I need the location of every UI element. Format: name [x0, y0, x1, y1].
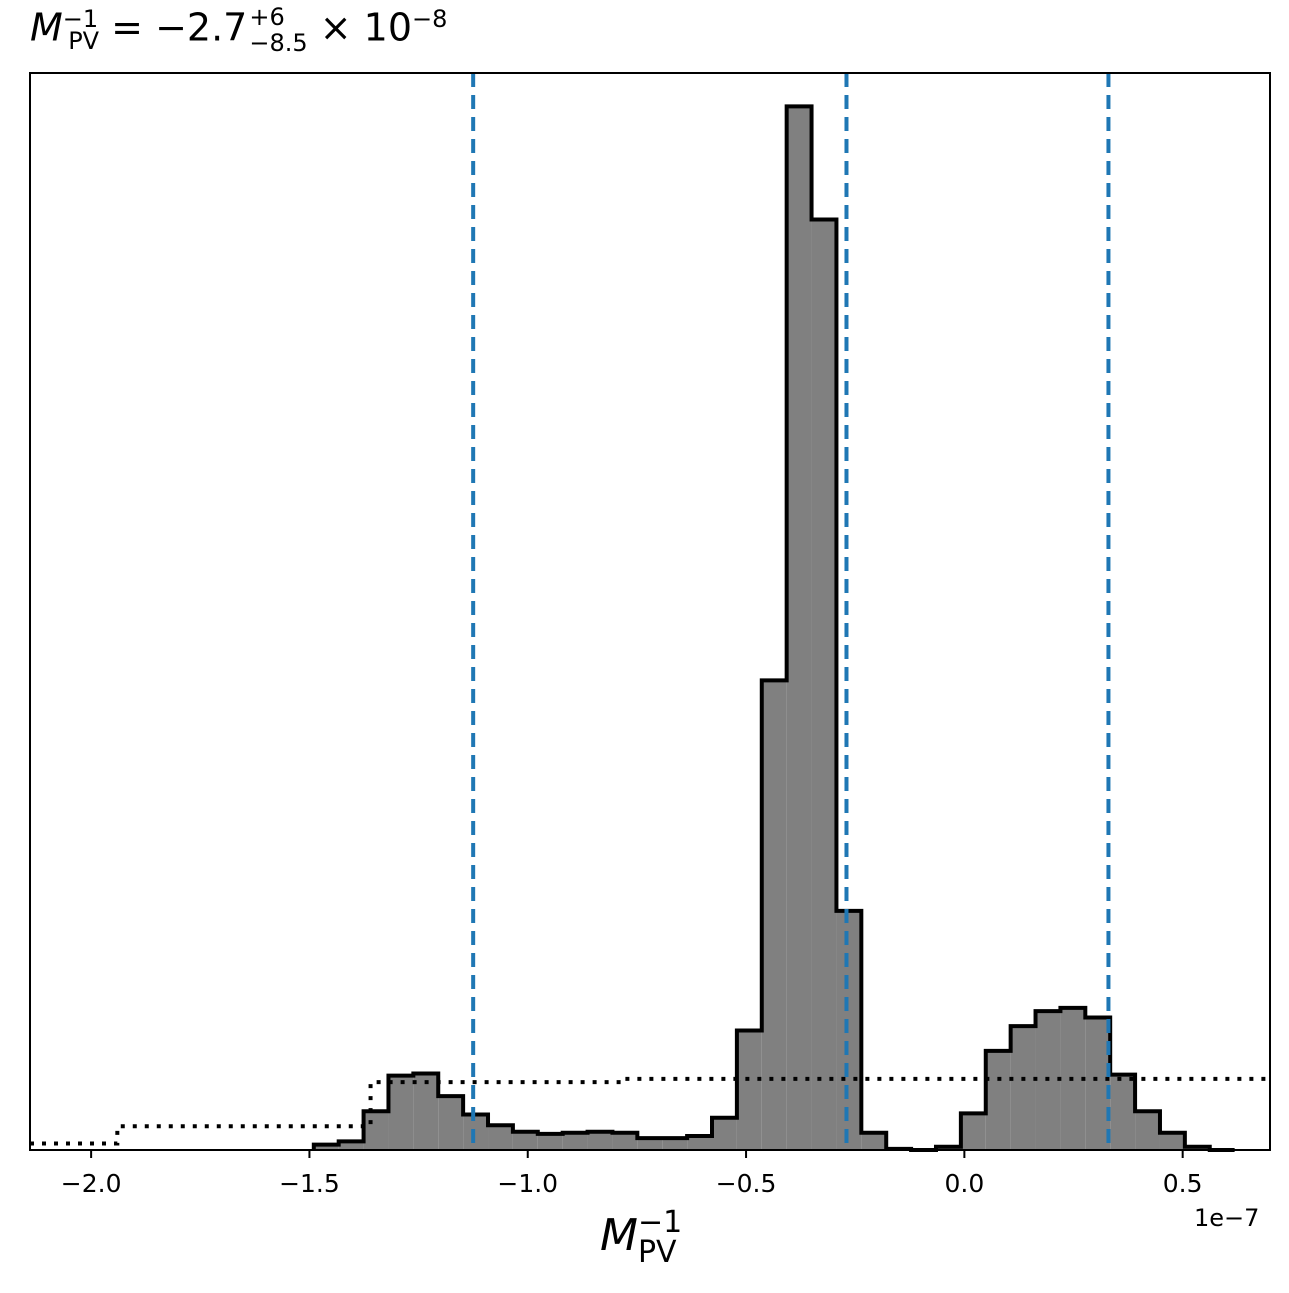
histogram-bar [712, 1117, 737, 1150]
histogram-bar [1135, 1111, 1160, 1150]
x-axis-ticks: −2.0 −1.5 −1.0 −0.5 0.0 0.5 [61, 1150, 1203, 1198]
histogram-bar [313, 1144, 339, 1150]
histogram-bar [861, 1132, 887, 1150]
plot-area [30, 73, 1270, 1152]
histogram-bar [413, 1073, 439, 1150]
histogram-bar [811, 219, 837, 1151]
histogram-bar [736, 1030, 762, 1150]
x-tick-label: −1.5 [279, 1169, 340, 1198]
axes-frame [29, 72, 1271, 1151]
title-symbol-sub: PV [68, 27, 100, 56]
title-symbol: M [30, 5, 63, 50]
xlabel-symbol: M [600, 1210, 638, 1261]
histogram-bar [488, 1125, 513, 1150]
histogram-bar [1110, 1074, 1136, 1150]
histogram-bar [836, 910, 862, 1150]
histogram-bar [1085, 1017, 1111, 1150]
x-axis-label: M −1 PV [600, 1208, 682, 1268]
title-value: = −2.7 [99, 5, 248, 50]
histogram-bar [1010, 1026, 1036, 1150]
title-errors: +6 −8.5 [249, 4, 307, 56]
xlabel-scripts: −1 PV [638, 1208, 682, 1268]
histogram-bar [438, 1096, 464, 1150]
title-exponent: −8 [412, 4, 448, 33]
histogram-bar [388, 1075, 414, 1150]
histogram-bar [761, 680, 787, 1150]
histogram-bar [662, 1138, 688, 1150]
histogram-bar [687, 1135, 712, 1150]
histogram-bar [562, 1132, 588, 1150]
histogram-bar [786, 106, 812, 1151]
xlabel-sub: PV [637, 1235, 677, 1270]
x-tick-label: 0.0 [944, 1169, 984, 1198]
histogram-bar [587, 1131, 613, 1150]
title-err-plus: +6 [249, 3, 285, 31]
histogram-bar [985, 1050, 1011, 1150]
histogram-bar [463, 1114, 489, 1150]
histogram-bar [637, 1138, 663, 1150]
histogram-bar [1159, 1132, 1185, 1150]
histogram-bar [960, 1113, 986, 1150]
title-times: × 10 [307, 5, 412, 50]
histogram-bar [537, 1133, 563, 1150]
x-tick-label: 0.5 [1163, 1169, 1203, 1198]
histogram-outline [311, 104, 1235, 1152]
x-tick-label: −1.0 [497, 1169, 558, 1198]
title-err-minus: −8.5 [249, 29, 308, 57]
xlabel-sup: −1 [637, 1205, 683, 1240]
x-tick-label: −2.0 [61, 1169, 122, 1198]
histogram-bar [338, 1141, 364, 1150]
histogram-bar [512, 1131, 538, 1150]
x-tick-label: −0.5 [716, 1169, 777, 1198]
histogram-bar [612, 1132, 638, 1150]
chart-title: M−1PV = −2.7 +6 −8.5 × 10−8 [30, 4, 447, 56]
x-axis-offset-label: 1e−7 [1194, 1204, 1260, 1232]
histogram-bar [363, 1111, 389, 1150]
title-symbol-sup: −1 [62, 4, 99, 33]
